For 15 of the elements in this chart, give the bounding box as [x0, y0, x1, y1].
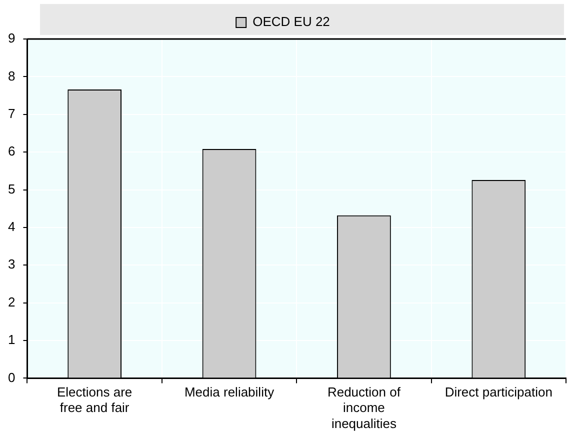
y-tick-label: 4: [8, 219, 16, 234]
legend-label: OECD EU 22: [252, 14, 330, 30]
y-tick-label: 1: [8, 332, 16, 348]
x-tick-label: Reduction of income inequalities: [327, 384, 401, 431]
y-tick-label: 7: [8, 106, 16, 121]
y-tick-label: 3: [8, 256, 16, 272]
y-tick-label: 6: [8, 144, 16, 159]
y-tick-label: 9: [8, 30, 16, 46]
x-tick-label: Direct participation: [444, 384, 552, 400]
y-tick-label: 8: [8, 68, 16, 84]
y-tick-label: 0: [8, 370, 16, 385]
y-tick-label: 5: [8, 181, 16, 196]
x-tick-label: Media reliability: [184, 384, 275, 400]
x-tick-label: Elections are free and fair: [57, 384, 132, 416]
y-tick-label: 2: [8, 294, 16, 310]
